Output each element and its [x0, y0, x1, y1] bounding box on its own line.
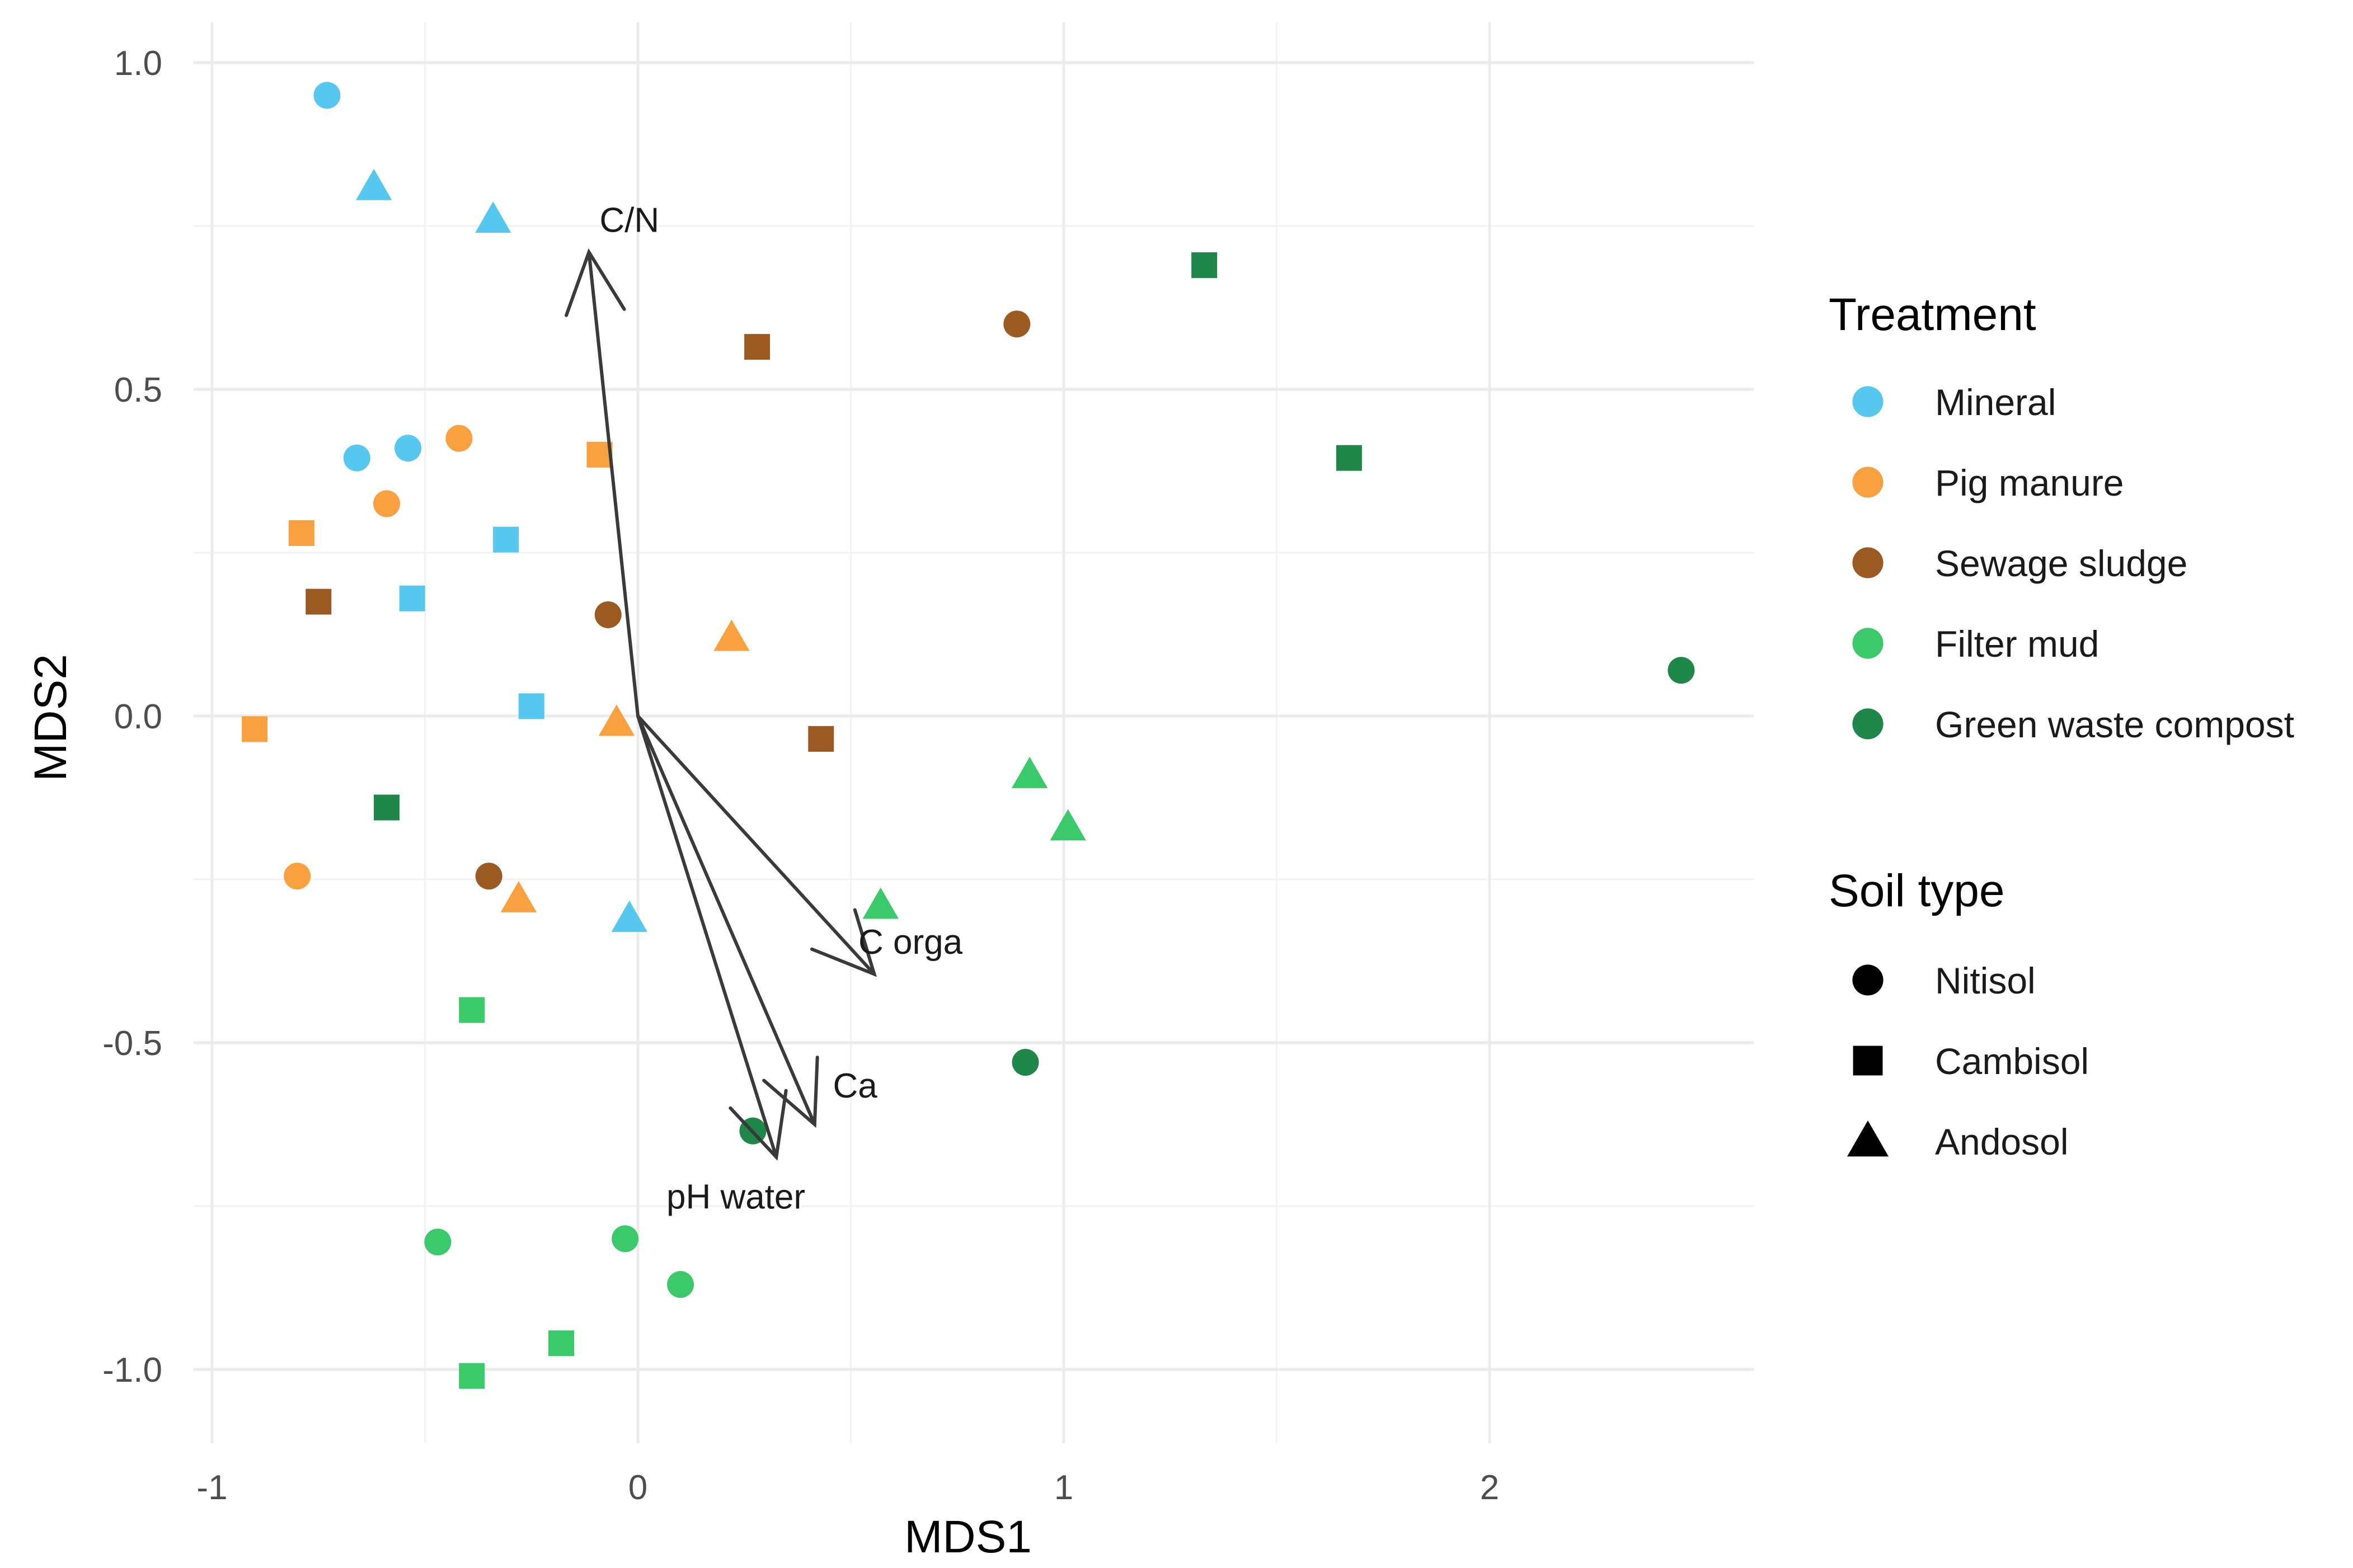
- data-point-sewage-sludge-cambisol: [808, 726, 834, 752]
- data-points: [242, 82, 1695, 1389]
- data-point-sewage-sludge-nitisol: [594, 601, 622, 628]
- data-point-mineral-andosol: [355, 168, 392, 200]
- legend-shape-cambisol: [1853, 1046, 1883, 1076]
- vector-ca: [636, 714, 816, 1126]
- legend-soil-title: Soil type: [1829, 865, 2005, 916]
- data-point-sewage-sludge-nitisol: [475, 863, 502, 890]
- legend-label-andosol: Andosol: [1935, 1121, 2069, 1162]
- data-point-pig-manure-cambisol: [288, 520, 314, 546]
- x-tick-label: 2: [1480, 1468, 1499, 1507]
- data-point-pig-manure-andosol: [713, 619, 750, 651]
- y-tick-label: 1.0: [114, 44, 162, 83]
- grid-lines: [193, 22, 1754, 1443]
- legend-swatch-green-waste-compost: [1852, 708, 1884, 740]
- legend-shape-nitisol: [1852, 964, 1884, 996]
- legend: Treatment Mineral Pig manure Sewage sludge…: [1829, 289, 2294, 1162]
- legend-swatch-filter-mud: [1852, 628, 1884, 659]
- vector-ph-water: [636, 714, 778, 1159]
- y-tick-label: -1.0: [102, 1351, 162, 1390]
- data-point-sewage-sludge-cambisol: [306, 588, 332, 615]
- data-point-pig-manure-cambisol: [242, 716, 268, 742]
- y-tick-label: -0.5: [102, 1024, 162, 1063]
- data-point-sewage-sludge-nitisol: [1003, 310, 1031, 338]
- vector-ph-water-arrowhead: [729, 1089, 788, 1161]
- data-point-filter-mud-andosol: [1011, 756, 1048, 788]
- x-axis-title: MDS1: [904, 1512, 1032, 1562]
- data-point-sewage-sludge-cambisol: [744, 334, 771, 360]
- vector-c-n: [587, 250, 640, 718]
- data-point-filter-mud-andosol: [862, 887, 899, 919]
- vector-c-orga: [636, 714, 876, 976]
- vector-ca-arrowhead: [762, 1056, 819, 1128]
- data-point-mineral-cambisol: [493, 526, 519, 553]
- legend-label-nitisol: Nitisol: [1935, 960, 2036, 1001]
- data-point-pig-manure-nitisol: [445, 425, 473, 452]
- data-point-filter-mud-nitisol: [667, 1271, 694, 1298]
- data-point-filter-mud-cambisol: [459, 1363, 485, 1389]
- data-point-green-waste-compost-nitisol: [1012, 1049, 1039, 1076]
- data-point-pig-manure-nitisol: [284, 863, 311, 890]
- data-point-mineral-nitisol: [343, 444, 370, 472]
- data-point-mineral-nitisol: [313, 82, 341, 109]
- y-tick-label: 0.5: [114, 371, 162, 409]
- x-tick-label: -1: [196, 1468, 227, 1507]
- legend-label-green-waste-compost: Green waste compost: [1935, 704, 2294, 745]
- vector-c-n-arrowhead: [565, 248, 626, 317]
- environment-vectors: C/N C orga Ca pH water: [565, 201, 963, 1216]
- legend-swatch-mineral: [1852, 386, 1884, 417]
- data-point-filter-mud-andosol: [1050, 809, 1086, 841]
- data-point-filter-mud-cambisol: [548, 1330, 575, 1357]
- data-point-filter-mud-cambisol: [459, 997, 485, 1023]
- data-point-green-waste-compost-cambisol: [1336, 445, 1362, 471]
- legend-label-filter-mud: Filter mud: [1935, 623, 2099, 665]
- data-point-mineral-nitisol: [394, 435, 422, 462]
- legend-treatment-title: Treatment: [1829, 289, 2036, 340]
- vector-label-c-n: C/N: [599, 201, 659, 239]
- legend-swatch-pig-manure: [1852, 467, 1884, 498]
- data-point-pig-manure-andosol: [598, 704, 635, 736]
- data-point-pig-manure-nitisol: [373, 490, 401, 517]
- vector-label-ph-water: pH water: [666, 1178, 805, 1216]
- data-point-mineral-andosol: [611, 900, 647, 932]
- data-point-green-waste-compost-cambisol: [1191, 252, 1218, 279]
- data-point-filter-mud-nitisol: [612, 1225, 639, 1252]
- legend-swatch-sewage-sludge: [1852, 547, 1884, 578]
- vector-label-ca: Ca: [833, 1067, 877, 1105]
- data-point-green-waste-compost-cambisol: [374, 794, 400, 821]
- data-point-mineral-andosol: [475, 201, 511, 233]
- x-tick-label: 0: [628, 1468, 647, 1507]
- vector-c-orga-arrowhead: [810, 908, 877, 977]
- data-point-green-waste-compost-nitisol: [1668, 657, 1695, 684]
- y-tick-label: 0.0: [114, 698, 162, 736]
- legend-label-cambisol: Cambisol: [1935, 1040, 2089, 1082]
- data-point-mineral-cambisol: [399, 585, 425, 611]
- data-point-pig-manure-andosol: [500, 880, 537, 912]
- vector-label-c-orga: C orga: [858, 923, 963, 962]
- legend-label-mineral: Mineral: [1935, 382, 2056, 423]
- data-point-mineral-cambisol: [518, 693, 544, 719]
- x-tick-label: 1: [1054, 1468, 1073, 1507]
- data-point-filter-mud-nitisol: [424, 1228, 452, 1256]
- y-axis-title: MDS2: [25, 654, 76, 781]
- legend-label-pig-manure: Pig manure: [1935, 462, 2124, 503]
- axis-ticks: -1 0 1 2 -1.0 -0.5 0.0 0.5 1.0: [102, 44, 1499, 1507]
- legend-shape-andosol: [1847, 1120, 1889, 1157]
- legend-label-sewage-sludge: Sewage sludge: [1935, 543, 2187, 584]
